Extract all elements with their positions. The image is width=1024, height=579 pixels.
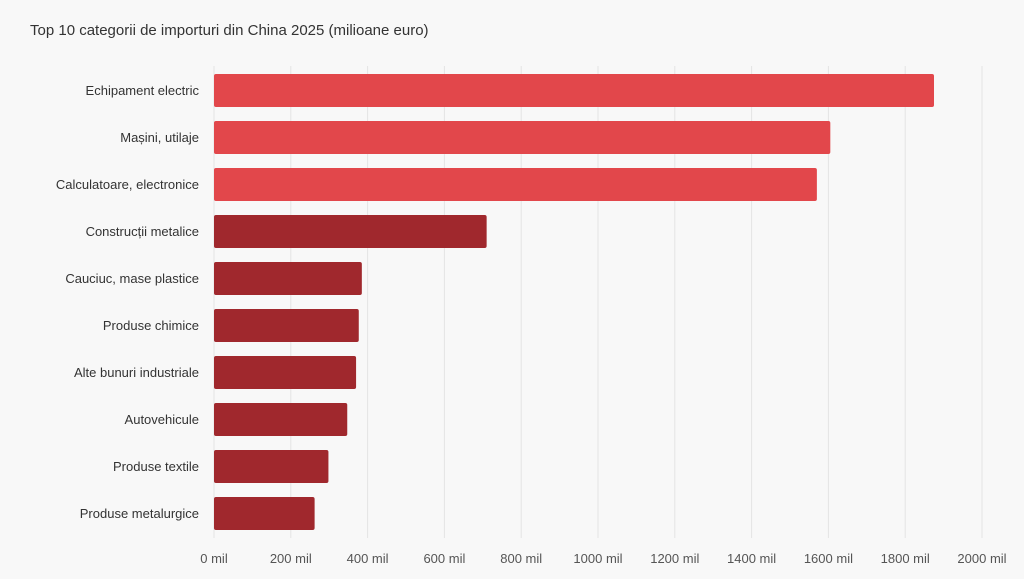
chart-title: Top 10 categorii de importuri din China … <box>30 22 429 39</box>
x-tick-label: 800 mil <box>500 551 542 566</box>
bar[interactable] <box>214 121 831 154</box>
category-label: Construcții metalice <box>86 224 199 239</box>
category-labels: Echipament electric Mașini, utilaje Calcul… <box>56 83 200 521</box>
x-axis-ticks: 0 mil 200 mil 400 mil 600 mil 800 mil 1000 mi… <box>200 551 1006 566</box>
category-label: Produse metalurgice <box>80 506 199 521</box>
category-label: Produse chimice <box>103 318 199 333</box>
bar[interactable] <box>214 403 348 436</box>
x-tick-label: 1800 mil <box>881 551 930 566</box>
x-tick-label: 2000 mil <box>957 551 1006 566</box>
x-tick-label: 1200 mil <box>650 551 699 566</box>
bar[interactable] <box>214 168 817 201</box>
x-tick-label: 1600 mil <box>804 551 853 566</box>
bar-layer <box>214 74 934 530</box>
bar[interactable] <box>214 215 487 248</box>
x-tick-label: 0 mil <box>200 551 228 566</box>
x-tick-label: 1000 mil <box>573 551 622 566</box>
bar[interactable] <box>214 356 357 389</box>
category-label: Autovehicule <box>125 412 199 427</box>
bar[interactable] <box>214 309 359 342</box>
x-tick-label: 400 mil <box>347 551 389 566</box>
x-tick-label: 1400 mil <box>727 551 776 566</box>
category-label: Cauciuc, mase plastice <box>65 271 199 286</box>
bar[interactable] <box>214 262 362 295</box>
x-tick-label: 600 mil <box>423 551 465 566</box>
bar[interactable] <box>214 74 934 107</box>
x-tick-label: 200 mil <box>270 551 312 566</box>
category-label: Calculatoare, electronice <box>56 177 199 192</box>
bar[interactable] <box>214 450 329 483</box>
category-label: Produse textile <box>113 459 199 474</box>
category-label: Alte bunuri industriale <box>74 365 199 380</box>
category-label: Echipament electric <box>86 83 200 98</box>
bar[interactable] <box>214 497 315 530</box>
category-label: Mașini, utilaje <box>120 130 199 145</box>
